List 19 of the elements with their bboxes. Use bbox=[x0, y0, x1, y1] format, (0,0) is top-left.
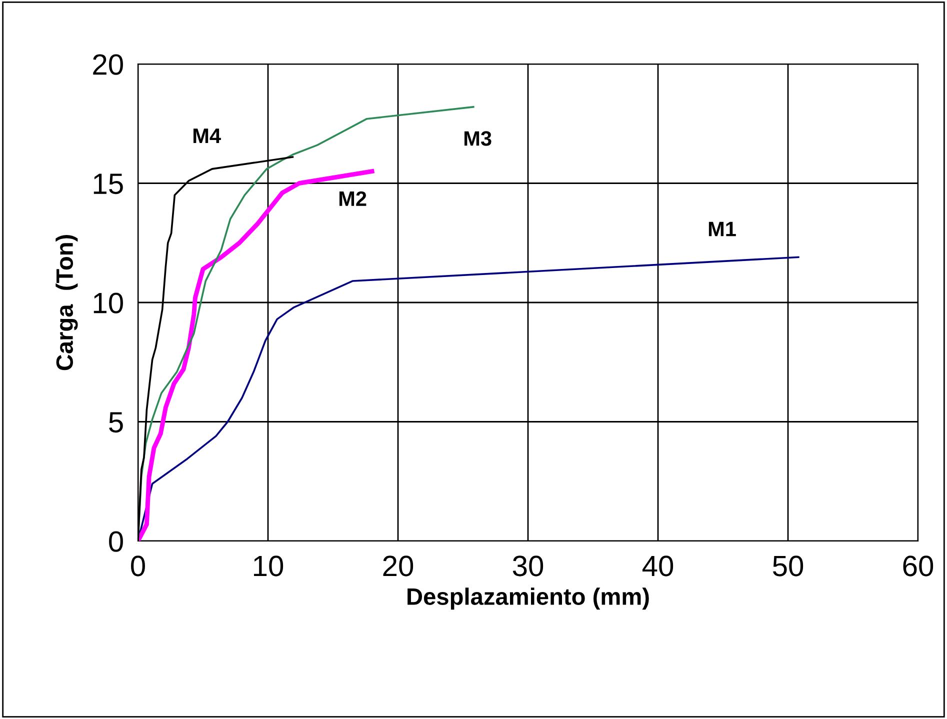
x-tick-label: 50 bbox=[772, 556, 804, 576]
x-tick-label: 40 bbox=[642, 556, 674, 576]
y-tick-label: 15 bbox=[94, 174, 123, 194]
series-label: M4 bbox=[194, 128, 221, 143]
series-label: M1 bbox=[708, 222, 736, 236]
y-tick-label: 10 bbox=[94, 292, 123, 314]
x-tick-label: 10 bbox=[254, 556, 284, 576]
y-tick-label: 0 bbox=[109, 531, 123, 552]
x-tick-label: 60 bbox=[903, 556, 934, 576]
y-tick-label: 5 bbox=[109, 412, 123, 433]
series-label: M2 bbox=[339, 191, 366, 206]
line-series bbox=[138, 169, 374, 541]
x-tick-label: 30 bbox=[512, 556, 544, 576]
series-label: M3 bbox=[464, 131, 492, 146]
y-tick-label: 20 bbox=[93, 54, 123, 75]
x-axis-title: Desplazamiento (mm) bbox=[408, 588, 649, 610]
x-tick-label: 0 bbox=[131, 556, 145, 576]
x-tick-label: 20 bbox=[383, 556, 414, 576]
y-axis-title: Carga (Ton) bbox=[56, 235, 78, 370]
